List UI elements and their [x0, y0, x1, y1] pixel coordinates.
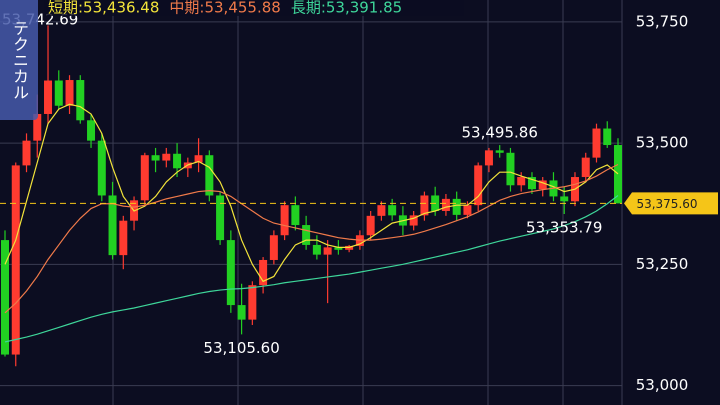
candle-body: [312, 244, 321, 255]
ma-line: [4, 195, 619, 343]
candle-body: [162, 153, 171, 161]
candle-body: [474, 165, 483, 206]
current-price-tag: [624, 192, 718, 215]
candle-body: [592, 128, 601, 158]
candle-body: [11, 165, 20, 355]
candle-body: [463, 205, 472, 215]
candle-body: [517, 177, 526, 186]
candle-body: [377, 205, 386, 216]
legend-entry: 短期:53,436.48: [48, 0, 159, 17]
y-tick-label: 53,750: [636, 12, 689, 30]
candle-body: [291, 205, 300, 226]
candle-body: [538, 180, 547, 190]
candle-body: [108, 195, 117, 256]
candle-body: [302, 225, 311, 245]
candle-body: [140, 155, 149, 201]
technical-button[interactable]: テクニカル: [0, 0, 38, 120]
candle-body: [97, 140, 106, 196]
candle-body: [237, 305, 246, 320]
ma-line: [4, 103, 619, 283]
candle-body: [33, 113, 42, 141]
candle-body: [323, 247, 332, 255]
candle-body: [44, 80, 53, 114]
candle-body: [603, 128, 612, 146]
candle-body: [420, 195, 429, 216]
candle-body: [54, 80, 63, 106]
candle-body: [226, 240, 235, 306]
y-tick-label: 53,000: [636, 376, 689, 394]
annotation-label: 53,495.86: [462, 124, 538, 142]
y-tick-label: 53,500: [636, 134, 689, 152]
candle-body: [484, 150, 493, 166]
candle-body: [248, 285, 257, 320]
legend-entry: 中期:53,455.88: [169, 0, 280, 17]
candle-body: [441, 198, 450, 211]
candle-body: [87, 120, 96, 141]
candle-body: [151, 155, 160, 161]
legend-bg: [44, 0, 464, 16]
annotation-label: 53,105.60: [203, 339, 279, 357]
candle-body: [527, 177, 536, 190]
annotation-label: 53,353.79: [526, 219, 602, 237]
candle-body: [76, 80, 85, 121]
candle-body: [334, 247, 343, 250]
candle-body: [65, 80, 74, 106]
candle-body: [269, 235, 278, 260]
y-tick-label: 53,250: [636, 255, 689, 273]
candle-body: [560, 196, 569, 202]
candle-body: [22, 140, 31, 166]
candle-body: [280, 205, 289, 236]
candle-body: [216, 195, 225, 241]
candle-body: [495, 150, 504, 153]
candle-body: [581, 157, 590, 178]
candle-body: [194, 155, 203, 163]
current-price-label: 53,375.60: [636, 197, 697, 211]
candle-body: [409, 215, 418, 226]
candle-body: [614, 145, 622, 204]
candle-body: [119, 220, 128, 256]
candle-body: [173, 153, 182, 169]
candle-body: [1, 240, 9, 355]
legend: [44, 0, 464, 16]
candle-body: [388, 205, 397, 216]
candle-body: [452, 198, 461, 215]
candle-body: [205, 155, 214, 196]
candle-body: [506, 152, 515, 186]
candle-body: [366, 215, 375, 236]
legend-entry: 長期:53,391.85: [291, 0, 402, 17]
candle-body: [259, 259, 268, 286]
ma-line: [4, 163, 619, 314]
